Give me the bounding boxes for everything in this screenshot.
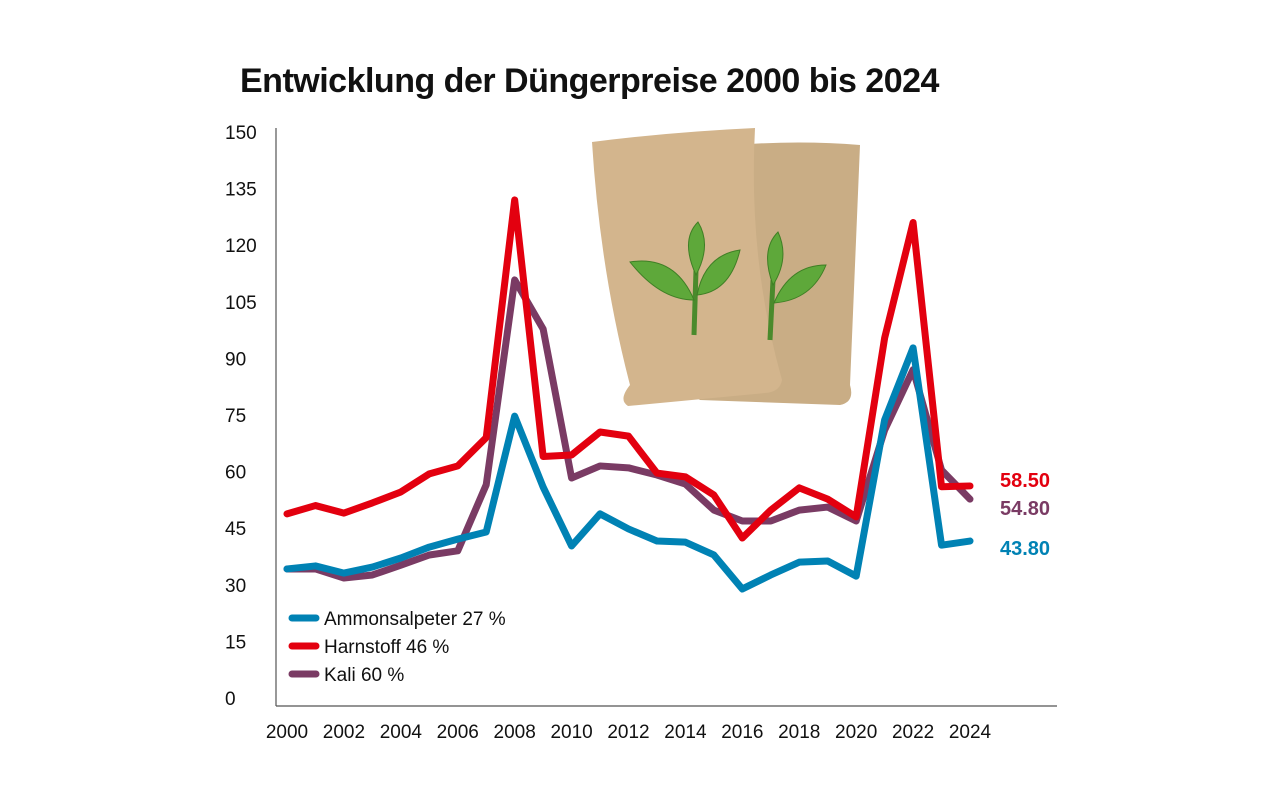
series-line — [283, 344, 974, 593]
x-tick-label: 2020 — [835, 722, 877, 743]
y-tick-label: 0 — [225, 689, 236, 710]
x-tick-label: 2024 — [949, 722, 992, 743]
y-tick-label: 30 — [225, 576, 246, 597]
legend-label: Kali 60 % — [324, 665, 404, 686]
y-tick-label: 60 — [225, 463, 246, 484]
x-tick-label: 2012 — [607, 722, 649, 743]
legend-label: Ammonsalpeter 27 % — [324, 609, 506, 630]
y-tick-label: 75 — [225, 406, 246, 427]
y-tick-label: 135 — [225, 180, 257, 201]
x-tick-label: 2002 — [323, 722, 365, 743]
series-line — [283, 276, 974, 582]
y-tick-label: 120 — [225, 236, 257, 257]
end-value-label: 58.50 — [1000, 470, 1050, 492]
y-tick-label: 150 — [225, 123, 257, 144]
x-tick-label: 2006 — [437, 722, 479, 743]
series-line — [283, 196, 974, 542]
x-tick-label: 2010 — [550, 722, 592, 743]
legend-label: Harnstoff 46 % — [324, 637, 449, 658]
fertilizer-bags-illustration — [592, 128, 860, 406]
y-tick-label: 15 — [225, 632, 246, 653]
y-tick-label: 90 — [225, 349, 246, 370]
x-tick-label: 2016 — [721, 722, 763, 743]
leaf-icon — [629, 221, 827, 341]
bag-front — [592, 128, 782, 406]
y-tick-label: 105 — [225, 293, 257, 314]
end-value-label: 54.80 — [1000, 498, 1050, 520]
series-lines: 43.80 58.50 54.80 — [283, 196, 1050, 593]
x-tick-label: 2014 — [664, 722, 707, 743]
legend: Ammonsalpeter 27 % Harnstoff 46 % Kali 60 … — [288, 609, 506, 686]
chart-title: Entwicklung der Düngerpreise 2000 bis 20… — [240, 62, 939, 100]
end-value-label: 43.80 — [1000, 538, 1050, 560]
y-tick-label: 45 — [225, 519, 246, 540]
x-tick-label: 2008 — [494, 722, 536, 743]
x-tick-label: 2000 — [266, 722, 308, 743]
x-tick-label: 2018 — [778, 722, 820, 743]
axes: 0 15 30 45 60 75 90 105 120 135 150 2000 2002 2004 200… — [225, 123, 1057, 743]
x-tick-label: 2004 — [380, 722, 423, 743]
x-tick-label: 2022 — [892, 722, 934, 743]
